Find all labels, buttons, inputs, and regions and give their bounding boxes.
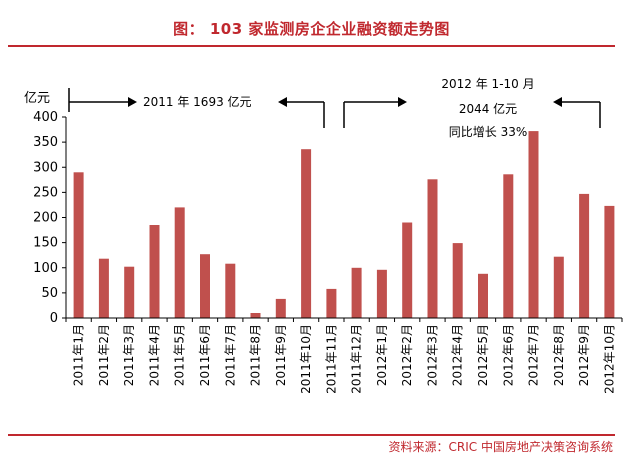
arrow-head-left-2012 bbox=[553, 97, 562, 107]
y-tick-label: 200 bbox=[33, 211, 58, 226]
annotation-2011: 2011 年 1693 亿元 bbox=[68, 88, 325, 128]
arrow-head-right-2012 bbox=[398, 97, 407, 107]
annotation-2012: 2012 年 1-10 月 2044 亿元 同比增长 33% bbox=[343, 77, 601, 139]
x-tick-label: 2011年12月 bbox=[350, 324, 364, 394]
x-tick-label: 2012年8月 bbox=[552, 324, 566, 386]
bar-10 bbox=[301, 149, 312, 318]
bar-12 bbox=[351, 267, 362, 319]
title-rule bbox=[8, 45, 615, 47]
x-tick-label: 2012年5月 bbox=[476, 324, 490, 386]
bar-21 bbox=[579, 193, 590, 318]
x-tick-label: 2011年11月 bbox=[324, 324, 338, 394]
x-ticks-group: 2011年1月 2011年2月 2011年3月 2011年4月 2011年5月 2011年… bbox=[65, 318, 623, 394]
y-tick-label: 350 bbox=[33, 135, 58, 150]
arrow-head-right bbox=[128, 97, 137, 107]
bar-4 bbox=[149, 225, 160, 318]
y-tick-label: 0 bbox=[50, 311, 58, 326]
x-tick-label: 2011年2月 bbox=[97, 324, 111, 386]
x-tick-label: 2012年1月 bbox=[375, 324, 389, 386]
bar-11 bbox=[326, 288, 337, 318]
bar-9 bbox=[275, 298, 286, 318]
bar-3 bbox=[124, 266, 135, 318]
annotation-2012-growth: 同比增长 33% bbox=[449, 125, 528, 139]
y-tick-label: 300 bbox=[33, 160, 58, 175]
x-tick-label: 2011年7月 bbox=[223, 324, 237, 386]
bar-18 bbox=[503, 174, 514, 318]
x-tick-label: 2011年9月 bbox=[274, 324, 288, 386]
x-tick-label: 2012年3月 bbox=[426, 324, 440, 386]
bar-2 bbox=[98, 258, 109, 318]
bar-7 bbox=[225, 263, 236, 318]
chart-title: 图： 103 家监测房企企业融资额走势图 bbox=[173, 20, 450, 38]
y-axis-unit: 亿元 bbox=[24, 91, 50, 106]
arrow-head-left bbox=[278, 97, 287, 107]
bars-group bbox=[73, 131, 615, 319]
bar-6 bbox=[200, 254, 210, 318]
bar-16 bbox=[452, 243, 463, 318]
bar-14 bbox=[402, 222, 413, 318]
x-tick-label: 2011年8月 bbox=[249, 324, 263, 386]
y-tick-label: 400 bbox=[33, 110, 58, 125]
bar-19 bbox=[528, 131, 539, 318]
bar-22 bbox=[604, 205, 615, 318]
source-note: 资料来源：CRIC 中国房地产决策咨询系统 bbox=[388, 440, 613, 454]
y-tick-label: 50 bbox=[41, 286, 58, 301]
x-tick-label: 2011年3月 bbox=[122, 324, 136, 386]
y-tick-label: 250 bbox=[33, 185, 58, 200]
bar-1 bbox=[73, 172, 84, 318]
annotation-2011-label: 2011 年 1693 亿元 bbox=[143, 94, 252, 109]
annotation-2012-total: 2044 亿元 bbox=[459, 101, 517, 116]
bar-5 bbox=[174, 207, 185, 318]
x-tick-label: 2011年6月 bbox=[198, 324, 212, 386]
bar-15 bbox=[427, 179, 438, 318]
x-tick-label: 2012年7月 bbox=[527, 324, 541, 386]
source-rule bbox=[8, 434, 615, 436]
y-ticks-group: 0 50 100 150 200 250 300 350 400 bbox=[33, 110, 66, 326]
x-tick-label: 2012年6月 bbox=[501, 324, 515, 386]
x-tick-label: 2012年2月 bbox=[400, 324, 414, 386]
bar-8 bbox=[250, 313, 261, 318]
y-tick-label: 150 bbox=[33, 236, 58, 251]
annotation-2012-period: 2012 年 1-10 月 bbox=[441, 77, 534, 91]
x-tick-label: 2011年10月 bbox=[299, 324, 313, 394]
x-tick-label: 2011年5月 bbox=[173, 324, 187, 386]
x-tick-label: 2012年10月 bbox=[602, 324, 616, 394]
x-tick-label: 2012年4月 bbox=[451, 324, 465, 386]
x-tick-label: 2011年4月 bbox=[148, 324, 162, 386]
y-tick-label: 100 bbox=[33, 261, 58, 276]
x-tick-label: 2011年1月 bbox=[72, 324, 86, 386]
bar-13 bbox=[376, 269, 387, 318]
axes-group bbox=[65, 117, 622, 319]
x-tick-label: 2012年9月 bbox=[577, 324, 591, 386]
bar-17 bbox=[478, 273, 488, 318]
bar-20 bbox=[553, 256, 564, 318]
